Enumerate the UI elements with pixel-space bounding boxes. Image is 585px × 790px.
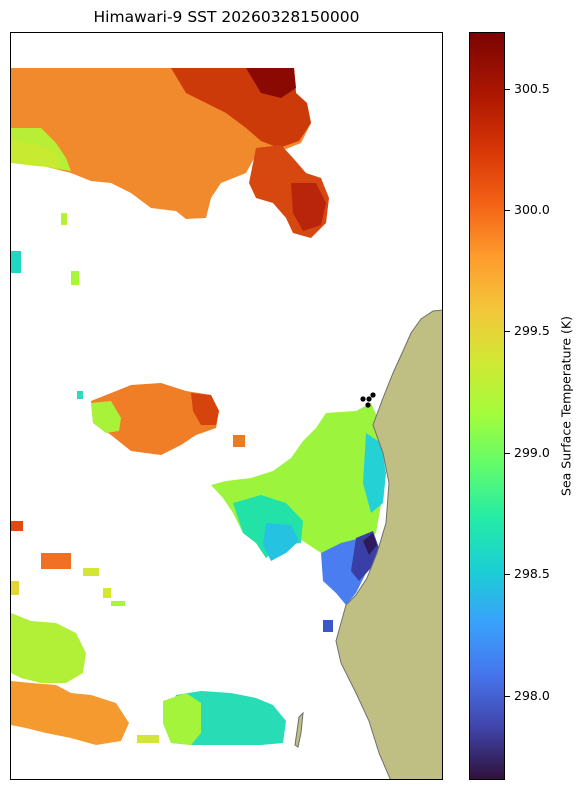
colorbar-label: Sea Surface Temperature (K) [558, 316, 574, 496]
sst-pixel [11, 521, 23, 531]
colorbar-tick-label: 298.0 [514, 688, 550, 703]
station-marker[interactable] [360, 396, 366, 402]
colorbar-tick-label: 299.0 [514, 445, 550, 460]
sst-patch-east-hot-core [291, 183, 326, 231]
sst-pixel [71, 271, 79, 285]
sst-patch-southwest [11, 613, 86, 683]
station-marker[interactable] [365, 402, 371, 408]
colorbar-tick [505, 696, 510, 697]
sst-patch-southwest-orange [11, 681, 129, 745]
sst-pixel [61, 213, 67, 225]
sst-patch-middle [91, 383, 219, 455]
sst-pixel [111, 601, 125, 606]
sst-pixel [11, 581, 19, 595]
sst-patch-northwest-darkest [246, 68, 296, 98]
colorbar-tick [505, 89, 510, 90]
station-marker[interactable] [370, 392, 376, 398]
sst-patch-nearshore-darkest [363, 533, 377, 555]
sst-patch-middle-hot [191, 393, 219, 425]
sst-pixel [137, 735, 159, 743]
colorbar-tick-label: 300.0 [514, 202, 550, 217]
sst-patch-middle-green [91, 401, 121, 433]
colorbar-tick [505, 574, 510, 575]
colorbar-tick-label: 299.5 [514, 323, 550, 338]
sst-pixel [233, 435, 245, 447]
land-mass [335, 309, 442, 779]
sst-pixel [41, 553, 71, 569]
sst-patch-south-green [163, 693, 201, 745]
sst-patch-nearshore-cyan [263, 523, 299, 561]
station-marker[interactable] [366, 396, 372, 402]
sst-map-svg [11, 68, 442, 779]
sst-pixel [11, 251, 21, 273]
map-title: Himawari-9 SST 20260328150000 [93, 8, 360, 26]
colorbar-tick [505, 210, 510, 211]
colorbar-tick-label: 298.5 [514, 566, 550, 581]
land-island [294, 711, 304, 748]
sst-patch-west-green [11, 141, 61, 168]
sst-pixel [103, 588, 111, 598]
sst-pixel [83, 568, 99, 576]
sst-pixel [77, 391, 83, 399]
sst-patch-nearshore-coast-cyan [363, 433, 386, 513]
sst-pixel [323, 620, 333, 632]
colorbar [469, 32, 505, 780]
colorbar-tick [505, 331, 510, 332]
colorbar-tick [505, 453, 510, 454]
colorbar-tick-label: 300.5 [514, 81, 550, 96]
map-panel[interactable] [10, 32, 443, 780]
